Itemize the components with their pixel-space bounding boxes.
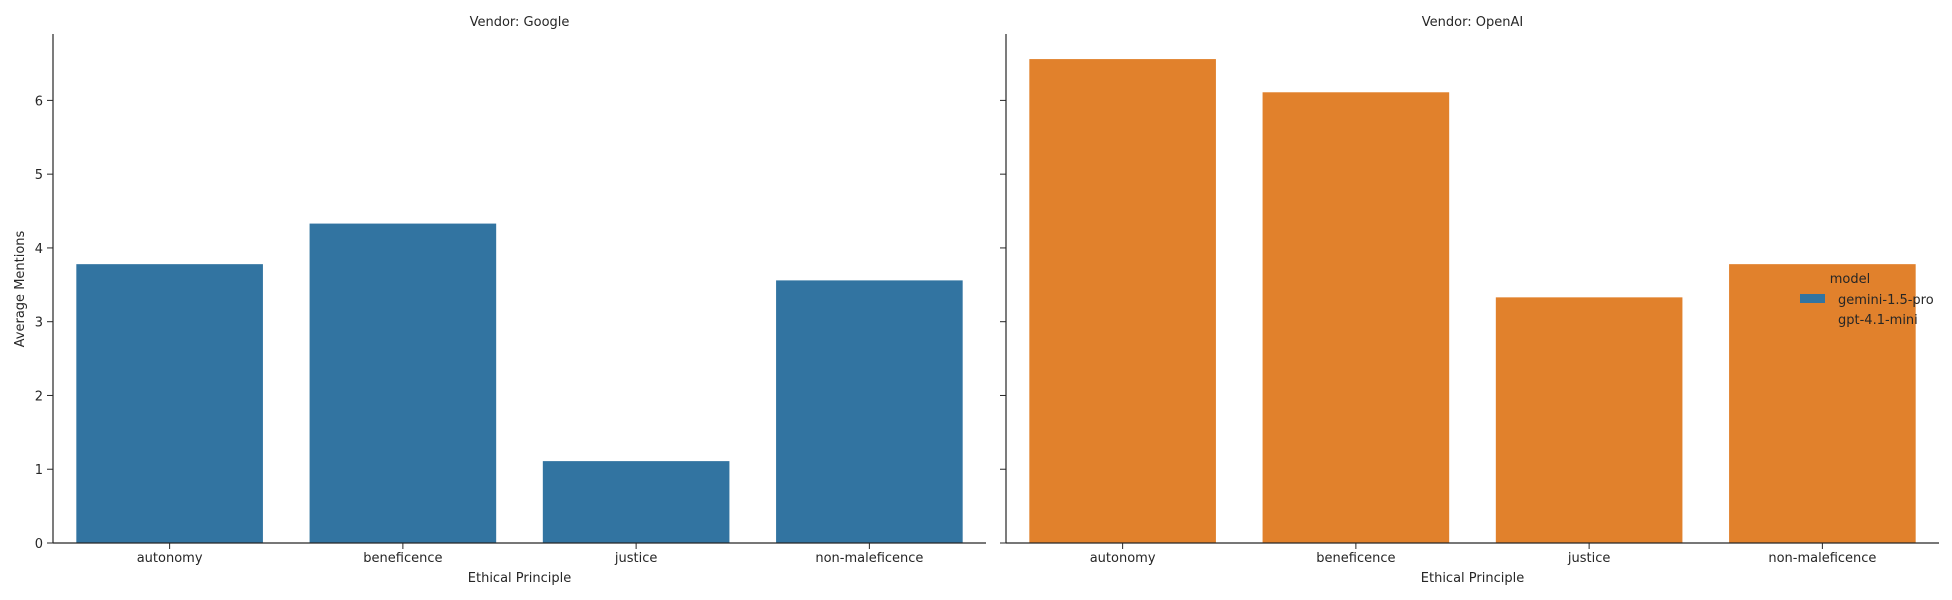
y-tick-label: 1 [35, 463, 43, 478]
y-tick-label: 3 [35, 316, 43, 331]
bar-non-maleficence [1729, 264, 1916, 543]
x-tick-label: autonomy [1090, 551, 1156, 566]
legend-swatch [1800, 294, 1825, 303]
x-tick-label: autonomy [137, 551, 203, 566]
bar-beneficence [309, 223, 497, 544]
x-axis-label: Ethical Principle [468, 571, 571, 586]
y-tick-label: 5 [35, 168, 43, 183]
y-tick-label: 0 [35, 537, 43, 552]
legend-title: model [1830, 272, 1870, 287]
panel-title: Vendor: Google [470, 15, 570, 30]
bar-justice [1495, 297, 1683, 543]
panel-2: autonomy beneficence justice non-maleficenc… [1000, 15, 1939, 586]
x-tick-label: justice [614, 551, 657, 566]
x-tick-label: justice [1567, 551, 1610, 566]
legend: model gemini-1.5-pro gpt-4.1-mini [1800, 272, 1934, 328]
x-tick-label: non-maleficence [815, 551, 923, 566]
x-tick-label: beneficence [1316, 551, 1395, 566]
legend-label: gpt-4.1-mini [1838, 313, 1918, 328]
x-tick-label: non-maleficence [1768, 551, 1876, 566]
x-tick-label: beneficence [363, 551, 442, 566]
bar-beneficence [1262, 92, 1450, 544]
y-tick-label: 2 [35, 389, 43, 404]
bar-justice [542, 461, 730, 543]
bar-autonomy [76, 264, 263, 543]
y-tick-label: 4 [35, 242, 43, 257]
x-axis-label: Ethical Principle [1421, 571, 1524, 586]
bar-autonomy [1029, 59, 1216, 544]
panel-1: 0 1 2 3 4 5 6 autonomy beneficence justice non-mal… [35, 15, 986, 586]
panel-title: Vendor: OpenAI [1422, 15, 1523, 30]
bar-non-maleficence [776, 280, 963, 543]
y-tick-label: 6 [35, 94, 43, 109]
legend-label: gemini-1.5-pro [1838, 293, 1934, 308]
y-axis-label: Average Mentions [13, 230, 28, 347]
